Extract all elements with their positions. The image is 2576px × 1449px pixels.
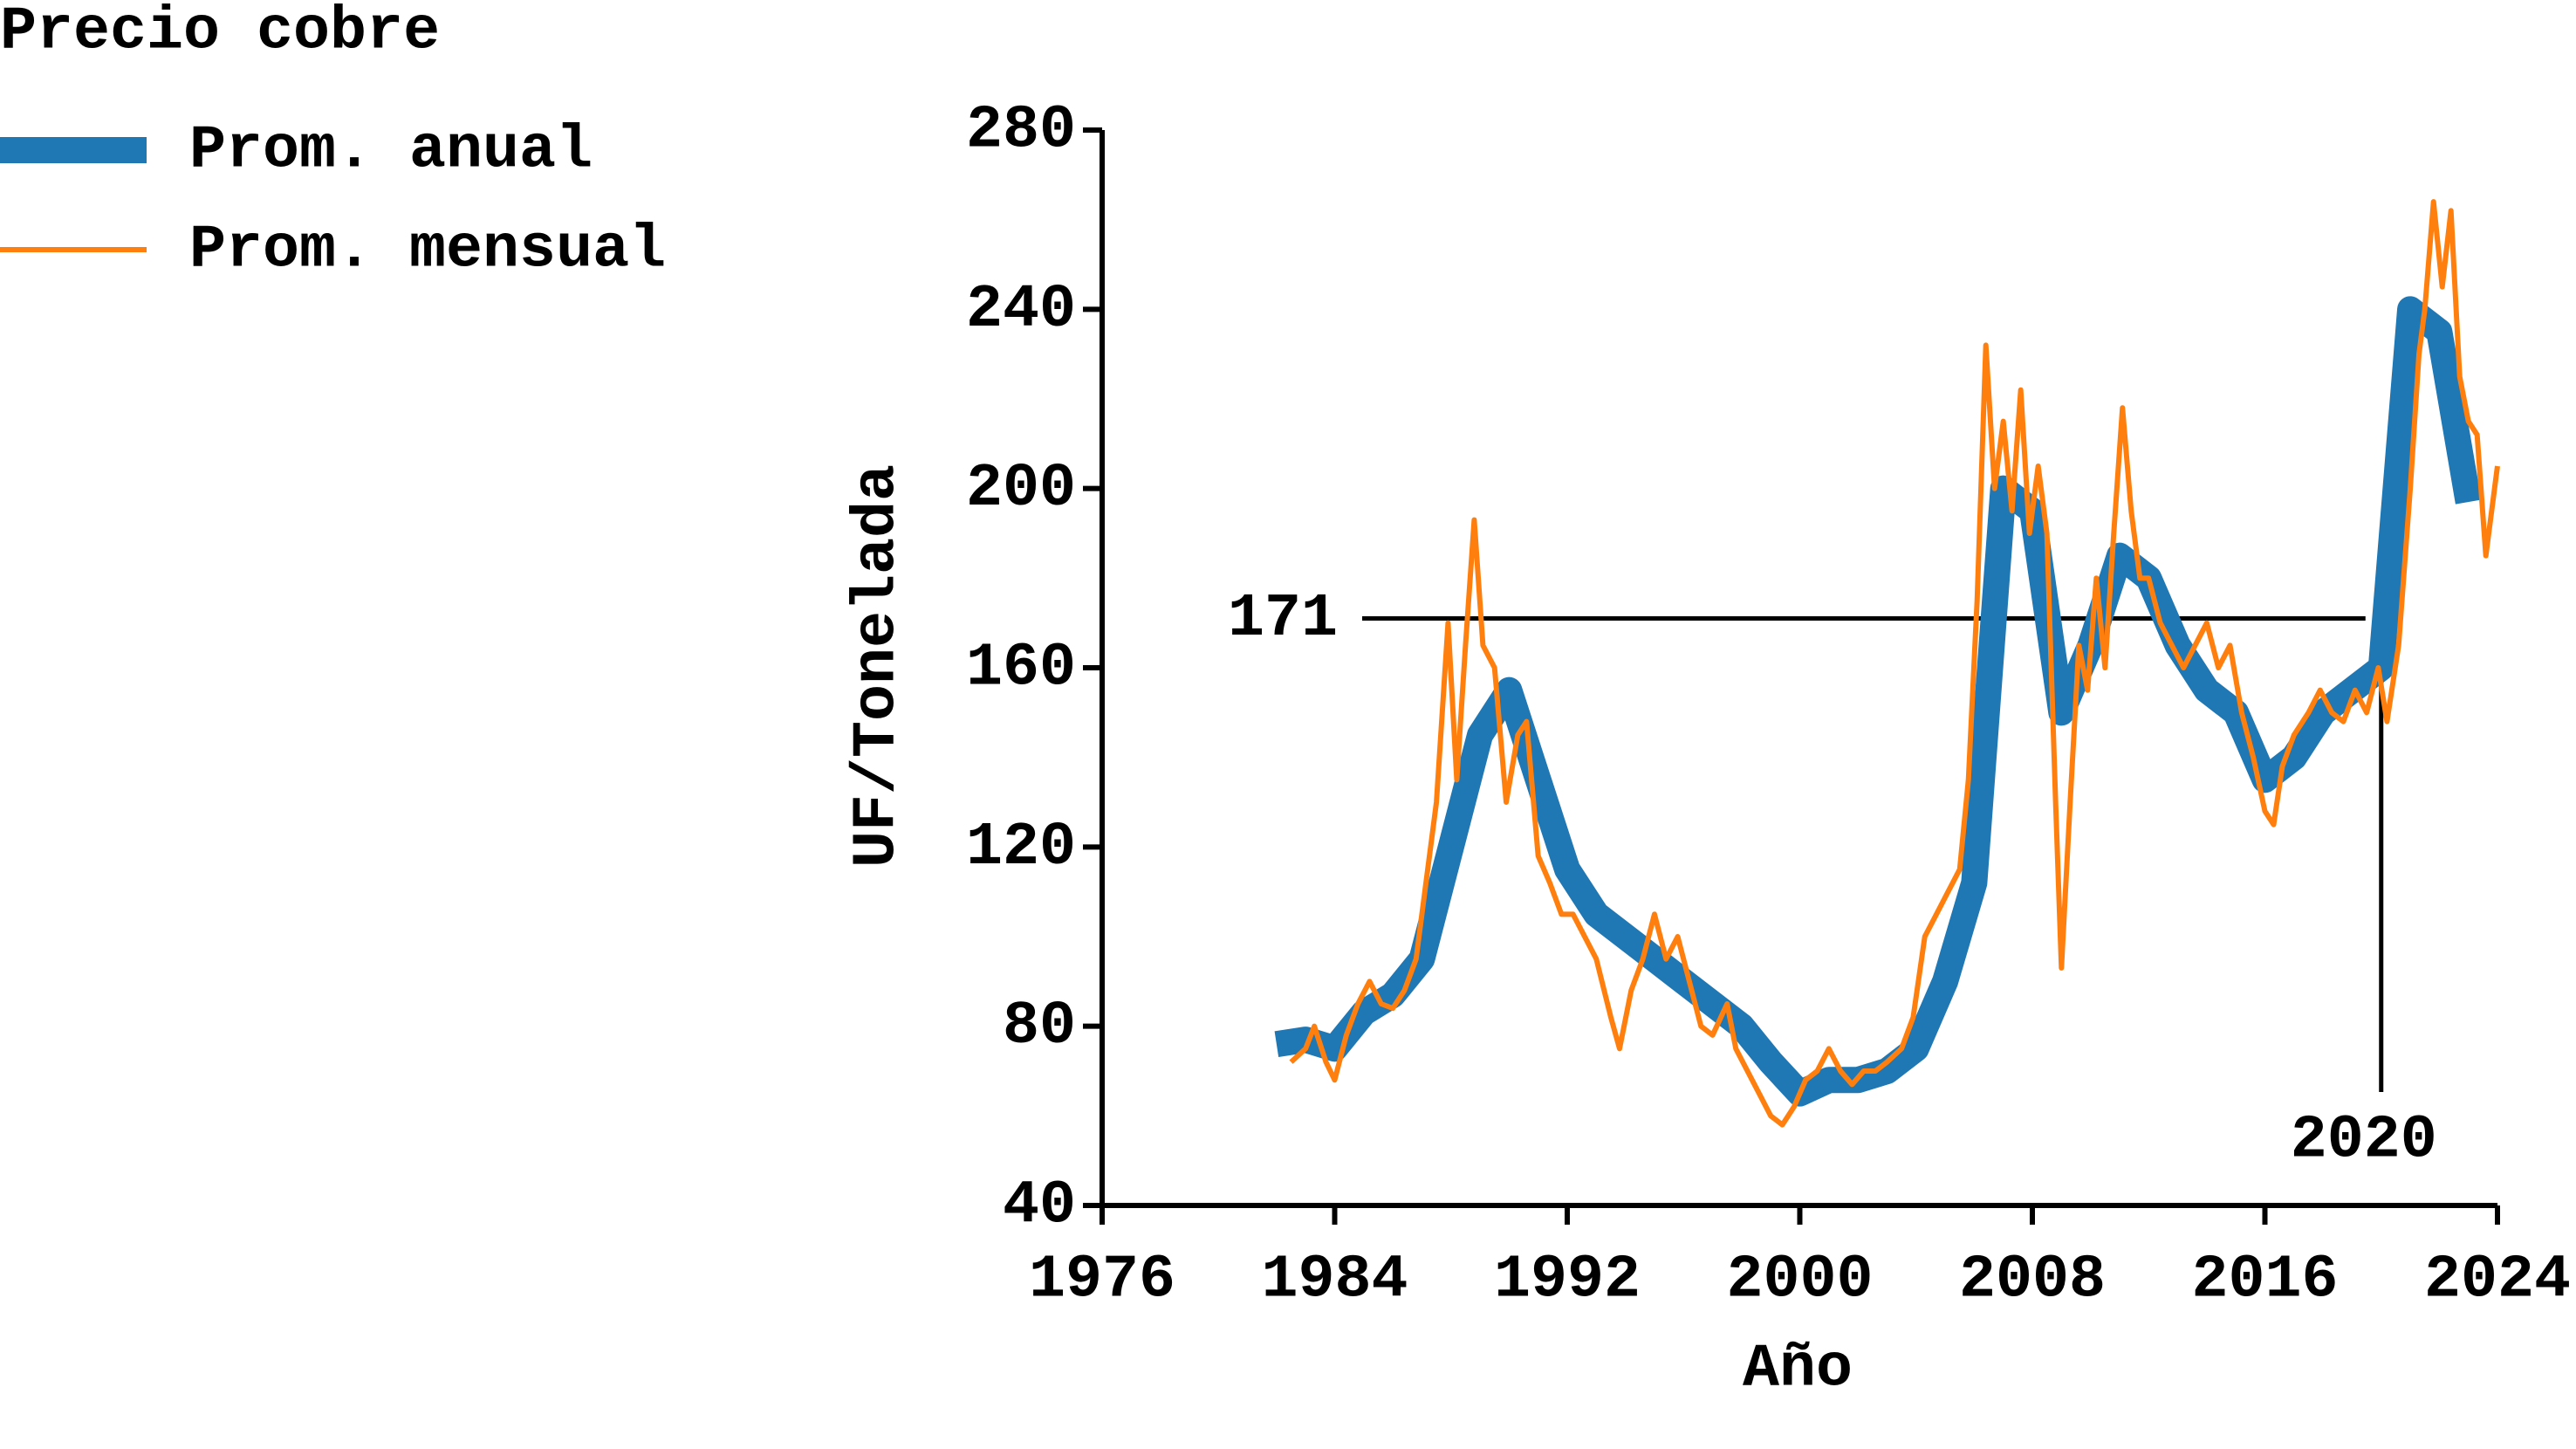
y-tick-label: 200 (966, 455, 1076, 524)
x-tick-label: 1976 (1029, 1246, 1175, 1315)
x-axis-label: Año (1743, 1335, 1853, 1404)
y-tick-label: 280 (966, 96, 1076, 165)
y-axis-label: UF/Tonelada (843, 464, 912, 868)
y-tick-label: 80 (1003, 992, 1076, 1061)
vline-label: 2020 (2291, 1106, 2437, 1175)
legend-label: Prom. mensual (189, 216, 666, 285)
series-line (1274, 296, 2482, 1107)
hline-label: 171 (1228, 585, 1338, 654)
series-line (1289, 199, 2500, 1128)
y-tick-label: 240 (966, 276, 1076, 345)
chart-title: Precio cobre (0, 0, 440, 66)
legend-label: Prom. anual (189, 116, 593, 185)
y-tick-label: 40 (1003, 1171, 1076, 1240)
y-tick-label: 120 (966, 814, 1076, 882)
x-tick-label: 2008 (1959, 1246, 2106, 1315)
x-tick-label: 2000 (1726, 1246, 1873, 1315)
x-tick-label: 2016 (2191, 1246, 2338, 1315)
x-tick-label: 1992 (1494, 1246, 1641, 1315)
x-tick-label: 1984 (1261, 1246, 1408, 1315)
x-tick-label: 2024 (2424, 1246, 2571, 1315)
y-tick-label: 160 (966, 634, 1076, 703)
